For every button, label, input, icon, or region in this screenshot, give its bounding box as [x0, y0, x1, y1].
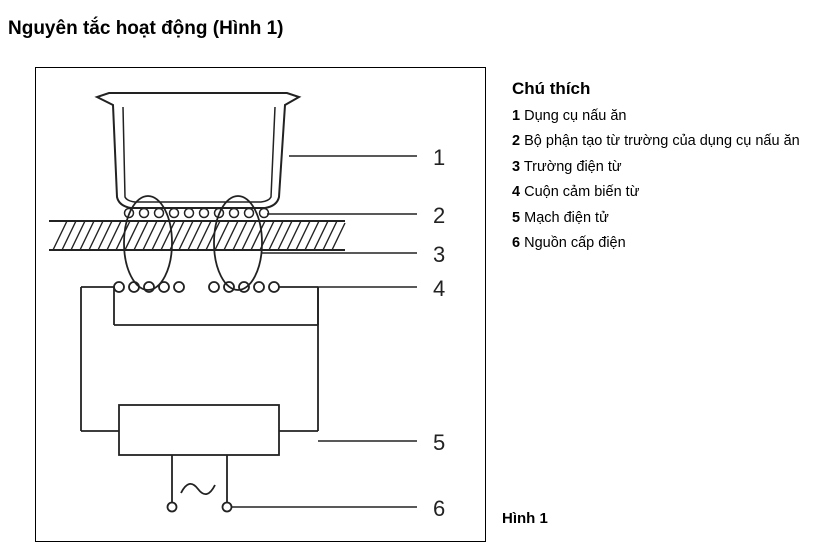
legend-item-2: 2 Bộ phận tạo từ trường của dụng cụ nấu … [512, 129, 802, 155]
electromagnetic-field [123, 195, 263, 291]
legend-num: 4 [512, 184, 521, 200]
electronic-circuit-box [118, 404, 280, 456]
callout-3: 3 [433, 242, 445, 267]
cooktop-plate [49, 220, 346, 251]
legend-text: Dụng cụ nấu ăn [524, 107, 627, 124]
ac-wave-icon [180, 483, 216, 495]
legend-num: 3 [512, 158, 521, 175]
cooking-pot-inner [122, 106, 276, 203]
induction-coil [113, 281, 319, 326]
legend-text: Bộ phận tạo từ trường của dụng cụ nấu ăn [524, 133, 800, 149]
legend-num: 1 [512, 107, 521, 124]
legend-item-5: 5 Mạch điện tử [512, 206, 802, 232]
cooking-pot [94, 92, 302, 209]
cooktop-hatching [52, 220, 346, 251]
legend-text: Nguồn cấp điện [524, 235, 626, 251]
power-source [166, 455, 233, 513]
legend-text: Cuộn cảm biến từ [524, 184, 640, 200]
legend-panel: Chú thích 1 Dụng cụ nấu ăn 2 Bộ phận tạo… [512, 76, 802, 257]
figure-frame: 1 2 3 4 5 6 [35, 67, 486, 542]
callout-leaders [232, 155, 417, 508]
circuit-wiring [80, 286, 319, 432]
legend-item-3: 3 Trường điện từ [512, 155, 802, 181]
callout-4: 4 [433, 276, 445, 301]
legend-num: 2 [512, 133, 521, 149]
legend-text: Mạch điện tử [524, 209, 609, 226]
callout-2: 2 [433, 203, 445, 228]
legend-num: 6 [512, 235, 521, 251]
callout-6: 6 [433, 496, 445, 521]
figure-caption: Hình 1 [502, 510, 548, 527]
legend-item-6: 6 Nguồn cấp điện [512, 231, 802, 257]
legend-title: Chú thích [512, 79, 591, 98]
pot-base-coils [123, 207, 270, 219]
callout-5: 5 [433, 430, 445, 455]
legend-num: 5 [512, 209, 521, 226]
callout-1: 1 [433, 145, 445, 170]
legend-item-4: 4 Cuộn cảm biến từ [512, 180, 802, 206]
page-title: Nguyên tắc hoạt động (Hình 1) [8, 18, 284, 39]
legend-item-1: 1 Dụng cụ nấu ăn [512, 104, 802, 130]
legend-text: Trường điện từ [523, 158, 622, 175]
induction-diagram: 1 2 3 4 5 6 [49, 92, 445, 521]
